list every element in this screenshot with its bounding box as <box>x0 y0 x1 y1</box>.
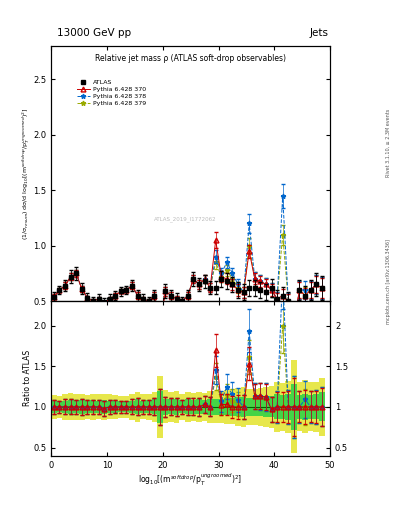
Legend: ATLAS, Pythia 6.428 370, Pythia 6.428 378, Pythia 6.428 379: ATLAS, Pythia 6.428 370, Pythia 6.428 37… <box>77 80 146 106</box>
Text: Relative jet mass ρ (ATLAS soft-drop observables): Relative jet mass ρ (ATLAS soft-drop obs… <box>95 54 286 63</box>
Text: Rivet 3.1.10, ≥ 2.3M events: Rivet 3.1.10, ≥ 2.3M events <box>386 109 391 178</box>
Text: 13000 GeV pp: 13000 GeV pp <box>57 28 131 38</box>
Y-axis label: Ratio to ATLAS: Ratio to ATLAS <box>23 350 32 407</box>
Text: ATLAS_2019_I1772062: ATLAS_2019_I1772062 <box>154 217 216 222</box>
Text: Jets: Jets <box>309 28 328 38</box>
Y-axis label: (1/σ$_{resum}$) dσ/d log$_{10}$[(m$^{soft drop}$/p$_T^{ungroomed}$)$^2$]: (1/σ$_{resum}$) dσ/d log$_{10}$[(m$^{sof… <box>20 108 32 240</box>
Text: mcplots.cern.ch [arXiv:1306.3436]: mcplots.cern.ch [arXiv:1306.3436] <box>386 239 391 324</box>
X-axis label: log$_{10}$[(m$^{soft drop}$/p$_T^{ungroomed}$)$^2$]: log$_{10}$[(m$^{soft drop}$/p$_T^{ungroo… <box>138 472 243 488</box>
